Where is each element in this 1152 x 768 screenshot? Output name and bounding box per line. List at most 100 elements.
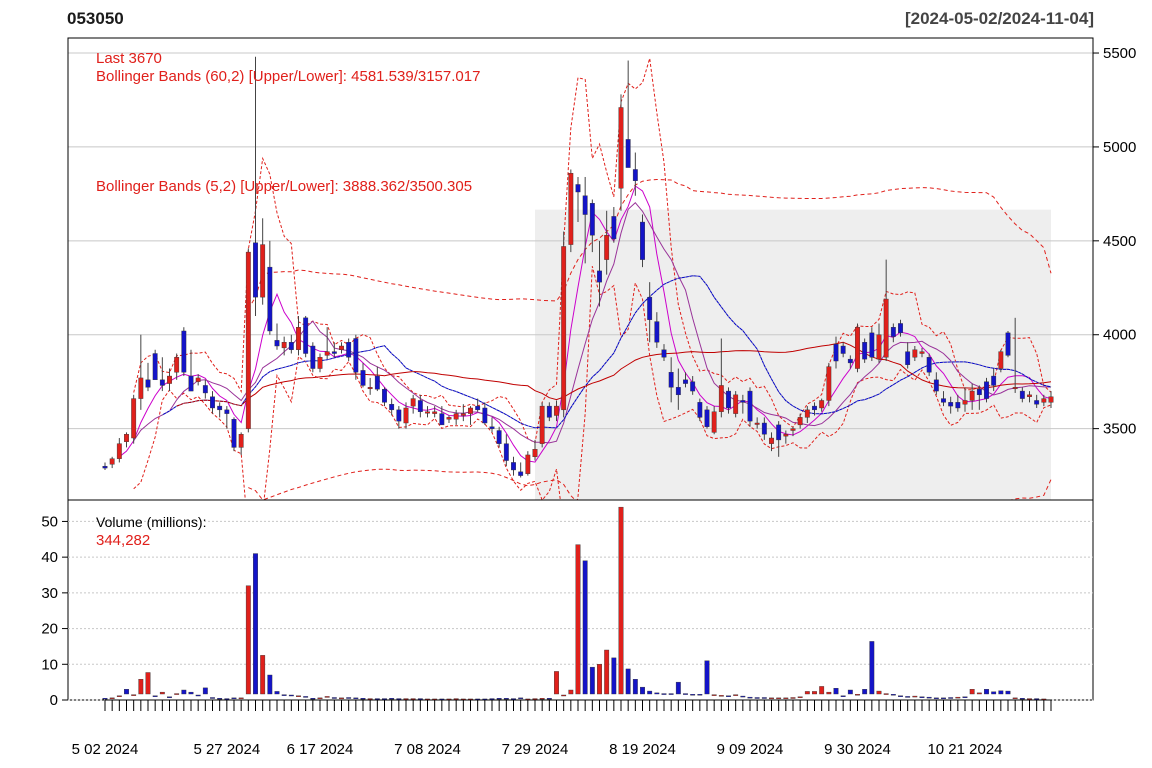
volume-bar	[711, 694, 717, 696]
candle-body	[511, 462, 516, 471]
candle-body	[969, 390, 975, 401]
candle-body	[360, 370, 366, 386]
candle-body	[475, 405, 481, 411]
volume-tick-label: 40	[41, 549, 58, 566]
candle-body	[317, 357, 323, 369]
volume-bar	[948, 697, 954, 699]
price-tick-label: 5000	[1103, 139, 1136, 156]
bollinger-60-upper-line	[247, 178, 1052, 310]
volume-bar	[202, 687, 208, 695]
volume-bar	[238, 697, 244, 700]
candle-body	[432, 411, 438, 414]
candle-body	[790, 428, 796, 431]
volume-bar	[941, 697, 946, 700]
candle-body	[883, 298, 889, 358]
volume-bar	[396, 698, 402, 700]
volume-bar	[511, 698, 516, 700]
candle-body	[783, 434, 789, 437]
volume-bar	[697, 694, 703, 696]
candle-body	[819, 400, 825, 409]
x-tick-label: 5 02 2024	[72, 741, 139, 758]
volume-bar	[776, 697, 782, 700]
x-tick-label: 7 08 2024	[394, 741, 461, 758]
volume-bar	[532, 698, 538, 700]
candle-body	[733, 394, 739, 414]
candle-body	[460, 413, 466, 416]
volume-bar	[267, 674, 273, 695]
candle-body	[1048, 396, 1054, 403]
candle-body	[1005, 332, 1011, 356]
volume-bar	[919, 696, 925, 698]
candle-body	[1041, 398, 1047, 403]
volume-bar	[704, 660, 710, 695]
candle-body	[697, 402, 703, 418]
volume-bar	[503, 698, 509, 700]
candle-body	[1012, 387, 1018, 390]
volume-bar	[410, 698, 416, 700]
volume-bar	[1005, 690, 1011, 695]
candle-body	[109, 458, 115, 465]
candle-body	[353, 338, 359, 373]
volume-bar	[926, 696, 932, 699]
candle-body	[174, 357, 180, 373]
candle-body	[482, 407, 488, 424]
volume-last-value: 344,282	[96, 532, 150, 549]
price-tick-label: 3500	[1103, 421, 1136, 438]
price-tick-label: 4000	[1103, 327, 1136, 344]
volume-bar	[640, 686, 645, 695]
candle-body	[131, 398, 137, 439]
candle-body	[898, 323, 903, 334]
candle-body	[224, 409, 230, 414]
candle-body	[102, 465, 108, 469]
volume-title: Volume (millions):	[96, 514, 206, 530]
volume-bar	[898, 695, 903, 697]
candle-body	[876, 334, 882, 360]
volume-bar	[310, 698, 316, 700]
candle-body	[260, 244, 266, 298]
candle-body	[597, 270, 602, 283]
candle-body	[145, 379, 151, 388]
volume-bar	[138, 679, 144, 695]
candle-body	[776, 424, 782, 441]
candle-body	[747, 390, 753, 422]
volume-bar	[797, 696, 803, 698]
last-price-label: Last 3670	[96, 50, 162, 67]
x-tick-label: 9 30 2024	[824, 741, 891, 758]
candle-body	[489, 426, 495, 429]
candle-body	[941, 398, 946, 403]
volume-bar	[546, 698, 552, 700]
candle-body	[453, 413, 459, 420]
volume-bar	[554, 671, 559, 695]
volume-bar	[188, 691, 194, 695]
candle-body	[905, 351, 911, 365]
volume-bar	[131, 694, 137, 696]
candle-body	[998, 351, 1004, 369]
candle-body	[575, 184, 581, 193]
volume-bar	[683, 693, 688, 695]
candle-body	[948, 402, 954, 407]
candle-body	[1034, 400, 1040, 405]
candle-body	[331, 351, 337, 354]
volume-bar	[890, 694, 896, 696]
candle-body	[167, 375, 172, 384]
candle-body	[668, 372, 674, 388]
volume-bar	[1034, 698, 1040, 700]
volume-bar	[618, 506, 624, 695]
volume-bar	[955, 696, 961, 699]
candle-body	[625, 139, 631, 168]
volume-bar	[991, 691, 997, 695]
volume-bar	[260, 655, 266, 695]
candle-body	[324, 351, 330, 356]
volume-bar	[568, 689, 574, 695]
candle-body	[546, 405, 552, 418]
candle-body	[919, 351, 925, 354]
volume-bar	[296, 695, 301, 697]
candle-body	[231, 419, 237, 448]
volume-bar	[819, 686, 825, 695]
volume-bar	[984, 689, 989, 695]
candle-body	[195, 377, 201, 382]
volume-bar	[288, 694, 294, 697]
volume-bar	[840, 695, 846, 697]
volume-bar	[224, 698, 230, 700]
candle-body	[403, 407, 409, 424]
